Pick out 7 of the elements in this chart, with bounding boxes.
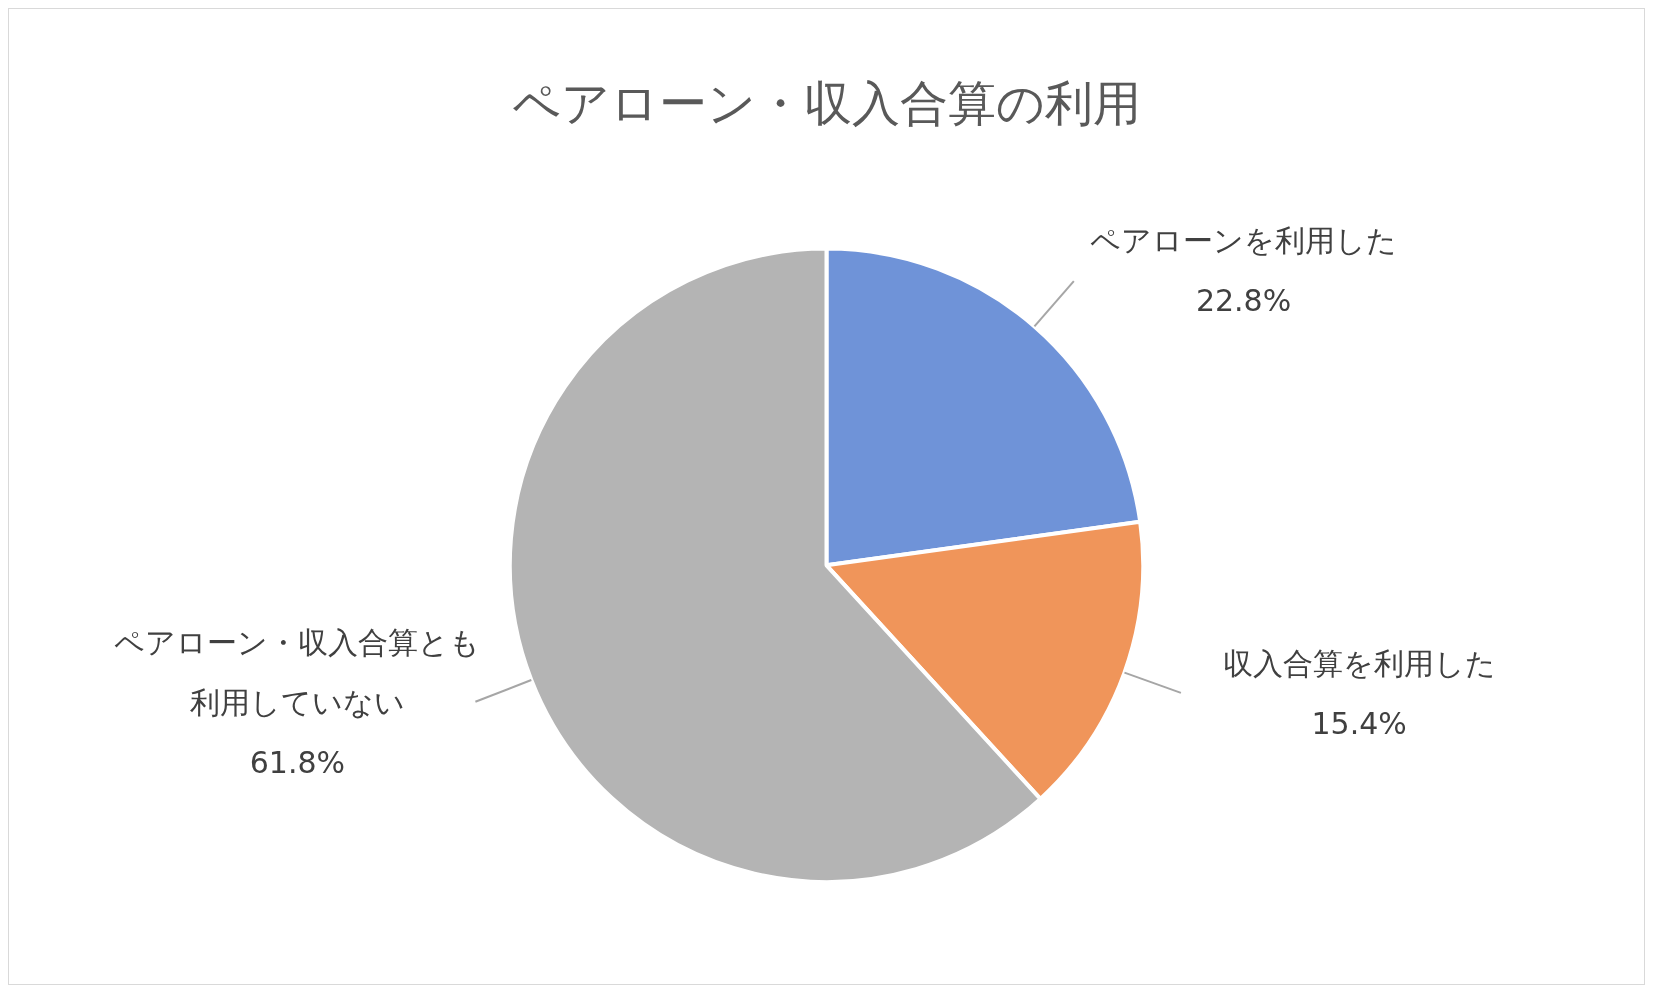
slice-label: ペアローン・収入合算とも利用していない <box>114 625 481 721</box>
slice-label: 収入合算を利用した <box>1222 646 1496 682</box>
data-label: 22.8% <box>1195 283 1292 319</box>
data-label: 61.8% <box>249 745 346 781</box>
data-label: 15.4% <box>1311 706 1407 742</box>
chart-title: ペアローン・収入合算の利用 <box>512 75 1141 132</box>
slice-label: ペアローンを利用した <box>1090 223 1398 259</box>
